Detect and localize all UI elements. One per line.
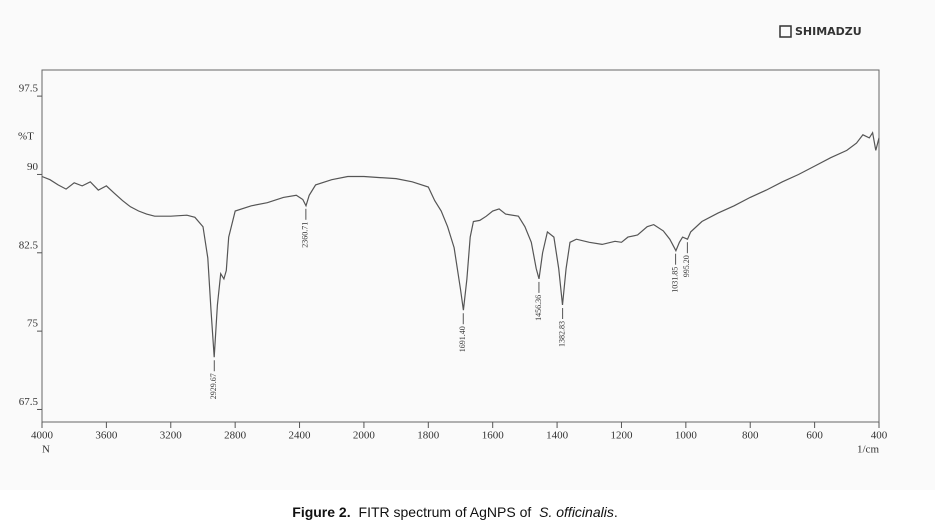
peak-label: 1382.83 xyxy=(557,321,566,347)
peak-label: 1456.36 xyxy=(534,295,543,321)
x-tick-label: 2800 xyxy=(224,430,247,442)
x-tick-label: 1000 xyxy=(675,430,698,442)
brand-logo xyxy=(779,25,792,38)
y-tick-label: 67.5 xyxy=(19,396,39,408)
x-tick-label: 1800 xyxy=(417,430,440,442)
peak-label: 2360.71 xyxy=(301,222,310,248)
x-tick-label: 4000 xyxy=(31,430,54,442)
caption-label: Figure 2. xyxy=(292,504,350,520)
peak-label: 2929.67 xyxy=(209,373,218,399)
x-axis-left-label: N xyxy=(42,444,50,456)
x-tick-label: 400 xyxy=(871,430,888,442)
x-axis-label: 1/cm xyxy=(857,444,879,456)
x-tick-label: 1200 xyxy=(610,430,633,442)
x-tick-label: 600 xyxy=(806,430,823,442)
y-tick-label: 90 xyxy=(27,161,39,173)
x-tick-label: 1600 xyxy=(482,430,505,442)
x-tick-label: 2000 xyxy=(353,430,376,442)
caption: Figure 2. FITR spectrum of AgNPS of S. o… xyxy=(292,504,617,520)
x-tick-label: 3200 xyxy=(160,430,183,442)
peak-label: 1031.85 xyxy=(670,267,679,293)
y-tick-label: 82.5 xyxy=(19,239,39,251)
caption-species: S. officinalis xyxy=(539,504,614,520)
x-tick-label: 1400 xyxy=(546,430,569,442)
peak-label: 1691.40 xyxy=(458,326,467,352)
x-tick-label: 800 xyxy=(742,430,759,442)
y-axis-label: %T xyxy=(18,131,34,143)
caption-end: . xyxy=(614,504,618,520)
figure-background xyxy=(0,0,935,490)
x-tick-label: 2400 xyxy=(289,430,312,442)
x-tick-label: 3600 xyxy=(95,430,118,442)
spectrum-line xyxy=(41,131,880,358)
peak-label: 995.20 xyxy=(682,255,691,277)
plot-frame xyxy=(41,69,880,423)
caption-text: FITR spectrum of AgNPS of xyxy=(359,504,532,520)
brand: SHIMADZU xyxy=(795,25,862,38)
y-tick-label: 75 xyxy=(27,318,39,330)
y-tick-label: 97.5 xyxy=(19,83,39,95)
